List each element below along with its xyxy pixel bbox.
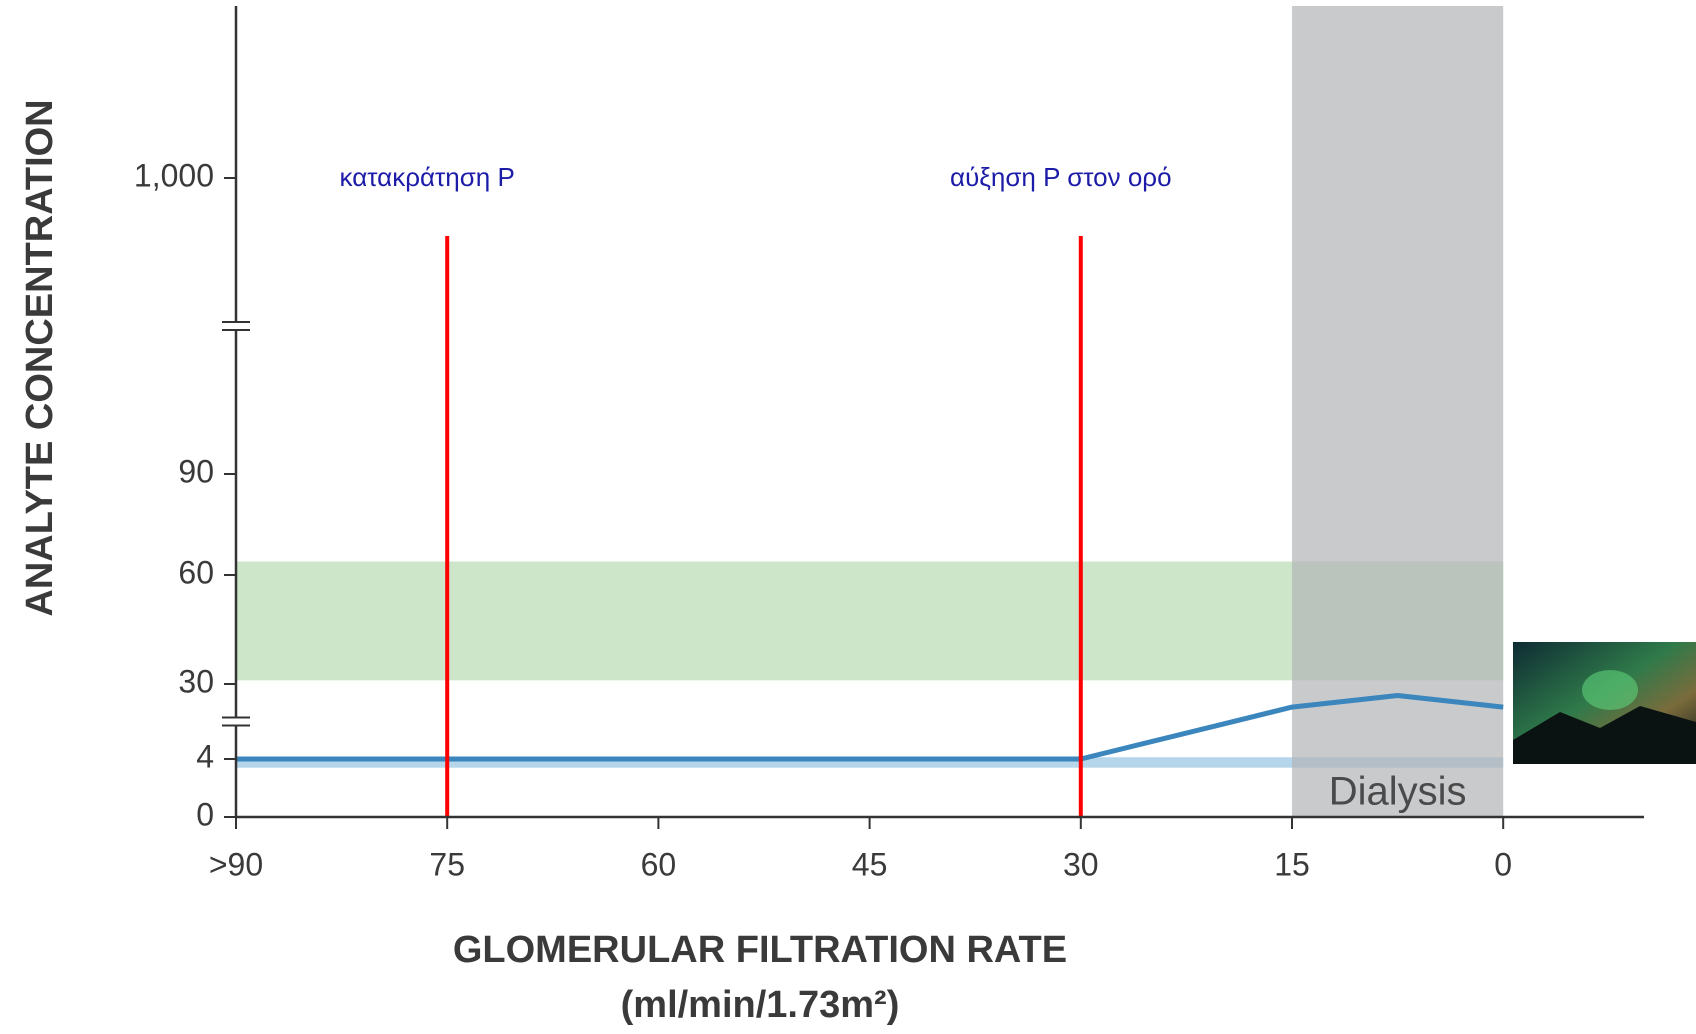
y-tick-label: 4 [196,738,214,774]
x-tick-label: 0 [1494,846,1512,882]
x-axis-title: (ml/min/1.73m²) [621,984,900,1026]
reference-band [236,757,1504,768]
y-tick-label: 90 [178,453,214,489]
y-tick-label: 30 [178,663,214,699]
x-tick-label: 15 [1274,846,1310,882]
y-tick-label: 1,000 [134,157,214,193]
y-axis-title: ANALYTE CONCENTRATION [19,99,61,616]
x-axis-title: GLOMERULAR FILTRATION RATE [453,929,1067,971]
plot-back: Dialysis [236,6,1504,817]
axis-break-gap [233,322,239,330]
x-tick-label: >90 [209,846,263,882]
thumbnail-image [1513,642,1696,764]
thumbnail-aurora [1582,670,1638,710]
y-tick-label: 60 [178,554,214,590]
x-tick-label: 75 [429,846,465,882]
x-tick-label: 45 [852,846,888,882]
axis-break-gap [233,717,239,726]
x-tick-label: 30 [1063,846,1099,882]
plot-front: κατακράτηση P αύξηση P στον ορό 0 4 30 60 90 1,… [19,6,1644,1026]
shaded-region [1292,6,1504,817]
thumbnail-hills [1513,706,1696,764]
data-line [236,693,1504,762]
x-tick-label: 60 [641,846,677,882]
marker-annotation: κατακράτηση P [340,162,515,192]
y-tick-label: 0 [196,796,214,832]
region-label: Dialysis [1329,770,1467,814]
marker-annotation: αύξηση P στον ορό [950,162,1172,192]
